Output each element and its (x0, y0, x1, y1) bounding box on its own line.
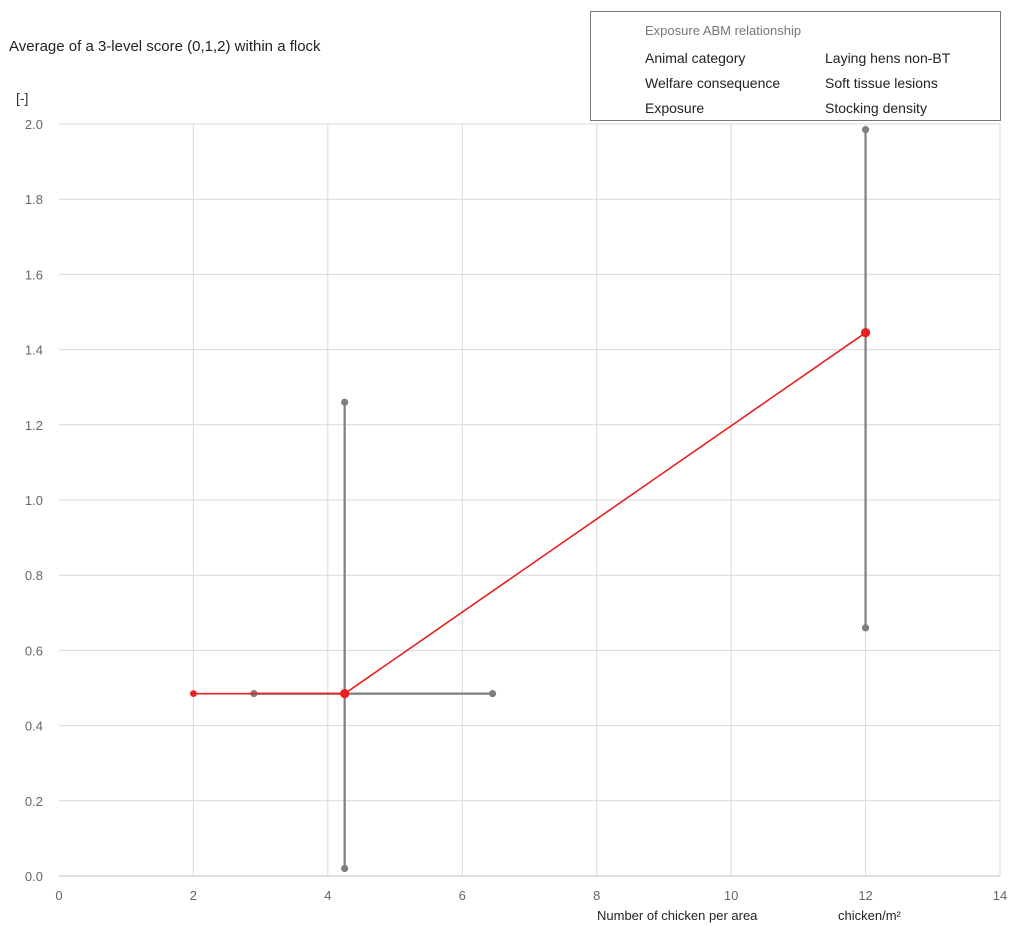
x-axis-unit: chicken/m² (838, 908, 901, 923)
y-axis-title: Average of a 3-level score (0,1,2) withi… (9, 38, 321, 55)
x-tick-label: 12 (858, 888, 872, 903)
error-bar-cap (861, 624, 870, 632)
y-tick-label: 0.6 (25, 643, 43, 658)
series-point (860, 328, 871, 338)
legend-box: Exposure ABM relationship Animal categor… (590, 11, 1001, 121)
y-tick-label: 2.0 (25, 117, 43, 132)
y-tick-label: 1.6 (25, 267, 43, 282)
y-axis-unit: [-] (16, 90, 29, 106)
series-point (340, 689, 350, 699)
series-group (190, 328, 871, 699)
y-tick-label: 1.8 (25, 192, 43, 207)
error-bar-cap (861, 126, 870, 134)
x-axis-title: Number of chicken per area (597, 908, 758, 923)
x-tick-label: 8 (593, 888, 600, 903)
y-tick-labels: 0.0 0.2 0.4 0.6 0.8 1.0 1.2 1.4 1.6 1.8 2.0 (25, 117, 43, 884)
y-tick-label: 0.4 (25, 719, 43, 734)
x-tick-label: 2 (190, 888, 197, 903)
x-tick-label: 4 (324, 888, 331, 903)
series-point (190, 690, 197, 698)
x-tick-labels: 0 2 4 6 8 10 12 14 (55, 888, 1007, 903)
y-tick-label: 0.2 (25, 794, 43, 809)
x-tick-label: 6 (459, 888, 466, 903)
x-tick-label: 0 (55, 888, 62, 903)
legend-label-welfare-consequence: Welfare consequence (645, 75, 781, 91)
error-bar-cap (341, 864, 349, 873)
error-bar-cap (488, 690, 497, 698)
legend-value-animal-category: Laying hens non-BT (825, 50, 951, 66)
series-line (193, 332, 867, 695)
legend-label-exposure: Exposure (645, 100, 705, 116)
legend-label-animal-category: Animal category (645, 50, 746, 66)
y-tick-label: 1.2 (25, 418, 43, 433)
y-tick-label: 1.0 (25, 493, 43, 508)
error-bars (250, 126, 870, 873)
legend-title: Exposure ABM relationship (645, 23, 802, 38)
y-tick-label: 0.0 (25, 869, 43, 884)
legend-value-welfare-consequence: Soft tissue lesions (825, 75, 938, 91)
x-tick-label: 10 (724, 888, 738, 903)
error-bar-cap (341, 398, 349, 406)
x-tick-label: 14 (993, 888, 1007, 903)
y-tick-label: 1.4 (25, 343, 43, 358)
legend-value-exposure: Stocking density (825, 100, 927, 116)
y-tick-label: 0.8 (25, 568, 43, 583)
grid-lines (59, 123, 1001, 877)
